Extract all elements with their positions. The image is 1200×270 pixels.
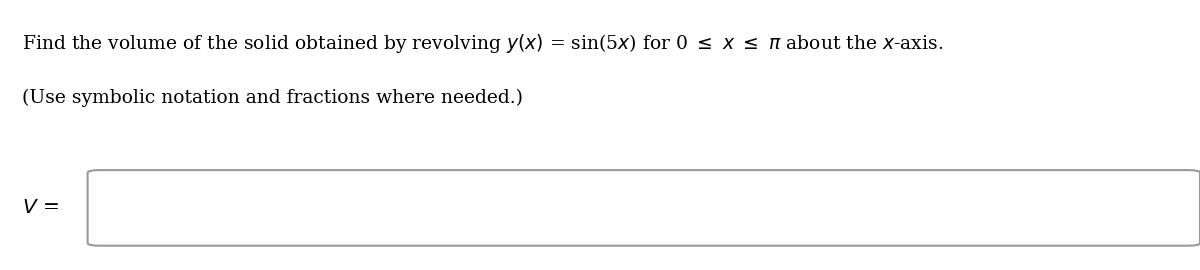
Text: Find the volume of the solid obtained by revolving $y(x)$ = sin(5$x$) for 0 $\le: Find the volume of the solid obtained by… bbox=[22, 32, 943, 55]
FancyBboxPatch shape bbox=[88, 170, 1200, 246]
Text: $V$ =: $V$ = bbox=[22, 198, 59, 217]
Text: (Use symbolic notation and fractions where needed.): (Use symbolic notation and fractions whe… bbox=[22, 89, 523, 107]
